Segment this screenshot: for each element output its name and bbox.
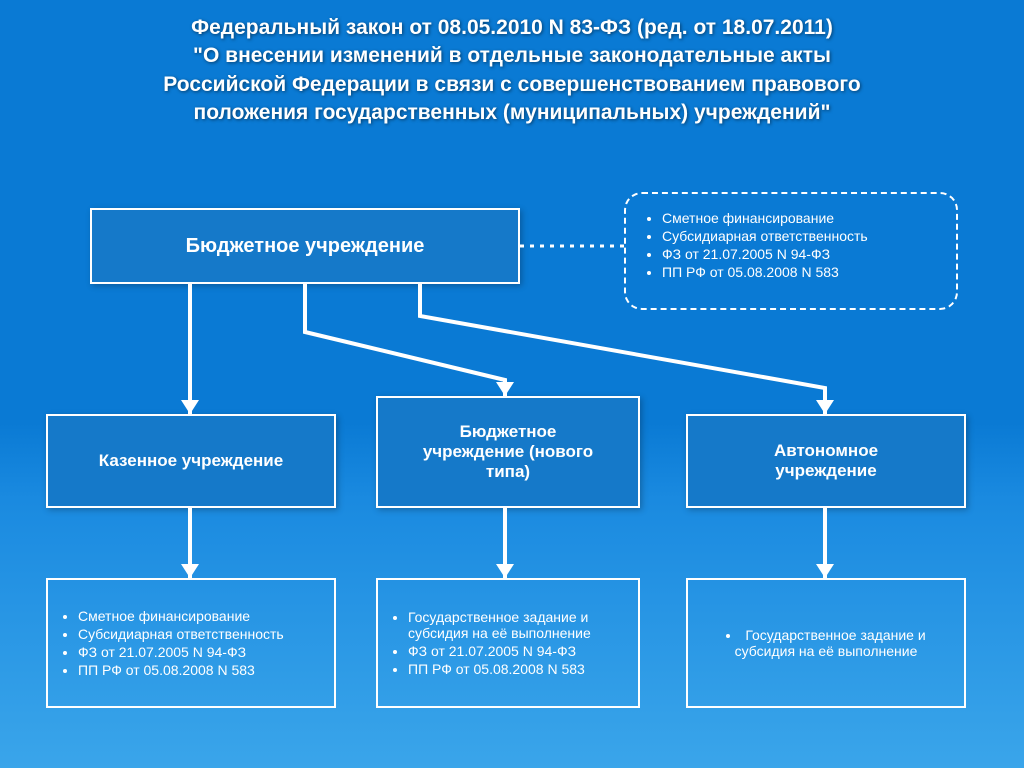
connectors <box>0 0 1024 768</box>
